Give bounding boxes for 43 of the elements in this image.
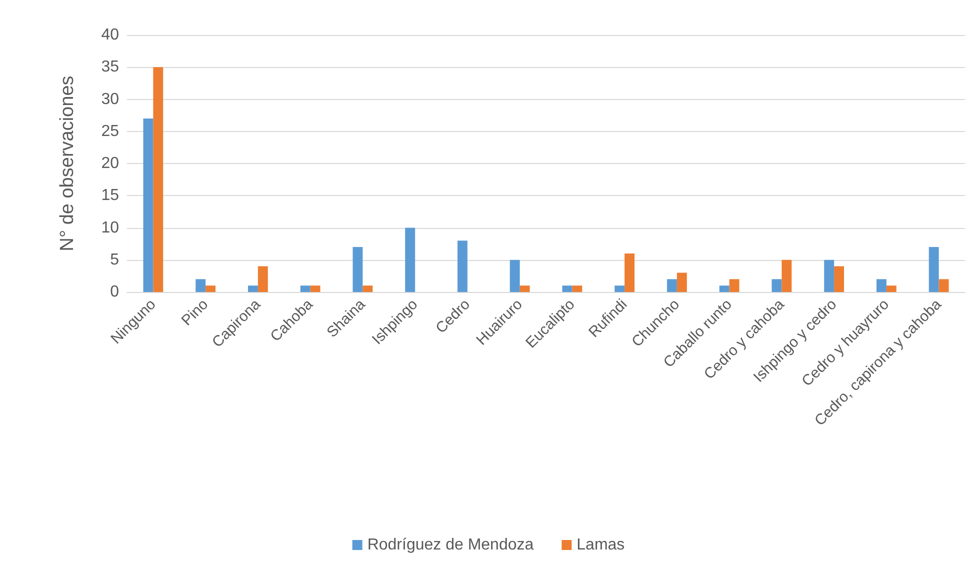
bar [562, 286, 572, 292]
y-tick-label: 35 [101, 58, 120, 76]
bar [196, 279, 206, 292]
bar [676, 272, 687, 292]
bar [624, 253, 635, 292]
bar [834, 266, 844, 292]
bar [928, 247, 939, 292]
bar [248, 286, 258, 292]
bar [938, 279, 949, 292]
y-axis-title: N° de observaciones [57, 76, 78, 252]
legend-label: Lamas [576, 536, 625, 554]
bar [206, 286, 216, 292]
bar [572, 286, 582, 292]
bar [876, 279, 886, 292]
y-tick-label: 25 [101, 122, 120, 140]
y-tick-label: 20 [101, 155, 120, 172]
bar [300, 286, 310, 292]
bar [772, 279, 782, 292]
y-tick-label: 0 [110, 284, 120, 300]
bar [666, 279, 677, 292]
bar [782, 260, 792, 292]
bar [729, 279, 740, 292]
bar [457, 240, 468, 292]
bar [614, 286, 625, 292]
bar [143, 118, 154, 292]
bar [362, 286, 373, 292]
bar [886, 286, 896, 292]
y-tick-label: 5 [110, 251, 120, 268]
bar [352, 247, 363, 292]
y-tick-label: 40 [101, 26, 120, 44]
x-tick-label: Pino [178, 296, 212, 330]
y-tick-label: 30 [101, 90, 120, 108]
y-tick-label: 15 [101, 187, 120, 204]
bar [520, 286, 530, 292]
bar [405, 228, 416, 292]
bar [310, 286, 320, 292]
bar [510, 260, 520, 292]
bar [153, 67, 164, 292]
y-tick-label: 10 [101, 219, 120, 236]
bar [824, 260, 834, 292]
bar [258, 266, 268, 292]
legend-label: Rodríguez de Mendoza [367, 536, 534, 554]
bar [719, 286, 730, 292]
